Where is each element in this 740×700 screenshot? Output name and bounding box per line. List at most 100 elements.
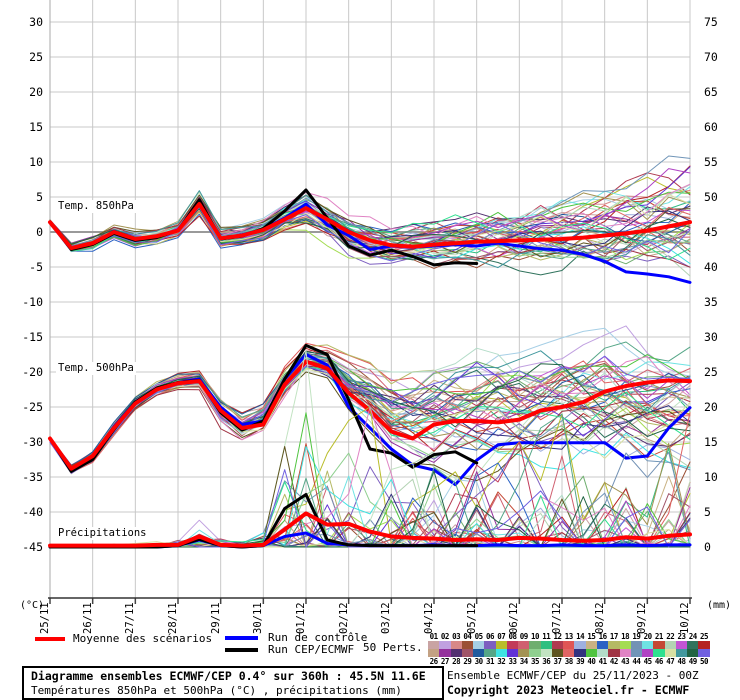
member-color-swatch	[428, 641, 440, 649]
left-axis-unit: (°C)	[20, 600, 45, 611]
member-number: 34	[519, 657, 529, 666]
member-color-swatch	[664, 641, 676, 649]
member-color-swatch	[585, 649, 597, 657]
member-number: 50	[699, 657, 709, 666]
member-color-swatch	[540, 641, 552, 649]
left-tick: 20	[29, 85, 43, 99]
date-tick: 30/11	[252, 602, 265, 634]
left-tick: 15	[29, 120, 43, 134]
member-number: 42	[609, 657, 619, 666]
member-number: 31	[485, 657, 495, 666]
legend-control-swatch	[225, 636, 258, 640]
date-tick: 27/11	[124, 602, 137, 634]
member-color-swatch	[608, 641, 620, 649]
left-tick: -5	[29, 260, 43, 274]
member-color-swatch	[630, 641, 643, 649]
run-info-block: Ensemble ECMWF/CEP du 25/11/2023 - 00Z C…	[447, 669, 699, 698]
member-color-swatch	[551, 641, 564, 649]
member-number: 07	[497, 632, 506, 641]
date-tick: 01/12	[295, 602, 307, 634]
band-label-precip: Précipitations	[56, 527, 149, 540]
member-color-swatch	[574, 641, 586, 649]
right-tick: 50	[704, 190, 718, 204]
member-number: 14	[576, 632, 585, 641]
left-tick: -10	[22, 295, 43, 309]
date-tick: 02/12	[337, 602, 350, 634]
member-color-swatch	[563, 649, 575, 657]
left-tick: 10	[29, 155, 43, 169]
left-tick: -45	[22, 540, 43, 554]
date-tick: 07/12	[551, 602, 563, 634]
member-number: 30	[474, 657, 484, 666]
member-color-swatch	[461, 641, 474, 649]
member-number: 46	[654, 657, 664, 666]
member-color-swatch	[450, 641, 462, 649]
left-tick: 0	[36, 225, 43, 239]
right-tick: 60	[704, 120, 718, 134]
member-number: 12	[553, 632, 563, 641]
member-number: 19	[632, 632, 641, 641]
member-color-swatch	[484, 641, 496, 649]
member-number: 02	[440, 632, 450, 641]
member-color-swatch	[619, 641, 631, 649]
member-color-swatch	[473, 641, 485, 649]
member-number: 22	[666, 632, 675, 641]
member-color-swatch	[664, 649, 676, 657]
member-color-swatch	[428, 649, 440, 657]
right-tick: 35	[704, 295, 718, 309]
member-number: 15	[587, 632, 596, 641]
member-number: 09	[519, 632, 529, 641]
left-tick: -25	[22, 400, 43, 414]
right-tick: 0	[704, 540, 711, 554]
member-color-swatch	[630, 649, 643, 657]
member-number: 40	[587, 657, 596, 666]
member-color-swatch	[551, 649, 564, 657]
right-tick: 10	[704, 470, 718, 484]
copyright: Copyright 2023 Meteociel.fr - ECMWF	[447, 683, 690, 697]
member-color-swatch	[653, 649, 665, 657]
date-tick: 04/12	[423, 602, 435, 634]
member-number: 24	[688, 632, 698, 641]
right-tick: 75	[704, 15, 718, 29]
left-tick: -15	[22, 330, 43, 344]
member-color-swatch	[608, 649, 620, 657]
member-number: 43	[621, 657, 630, 666]
member-number: 25	[699, 632, 709, 641]
right-tick: 65	[704, 85, 718, 99]
legend-cep-swatch	[225, 648, 258, 652]
chart-title-box: Diagramme ensembles ECMWF/CEP 0.4° sur 3…	[22, 666, 444, 700]
right-tick: 5	[704, 505, 711, 519]
band-label-t850: Temp. 850hPa	[56, 200, 136, 213]
member-color-swatch	[653, 641, 665, 649]
member-number: 27	[440, 657, 450, 666]
member-number: 36	[542, 657, 551, 666]
member-color-swatch	[518, 641, 530, 649]
right-tick: 20	[704, 400, 718, 414]
member-number: 32	[497, 657, 506, 666]
member-color-swatch	[698, 649, 710, 657]
member-color-swatch	[473, 649, 485, 657]
legend-cep-label: Run CEP/ECMWF	[268, 643, 355, 656]
member-number: 18	[621, 632, 630, 641]
member-number: 39	[576, 657, 585, 666]
member-number: 37	[553, 657, 563, 666]
left-tick: -40	[22, 505, 43, 519]
member-number: 05	[474, 632, 484, 641]
member-number: 41	[598, 657, 608, 666]
member-number: 49	[688, 657, 698, 666]
member-number: 48	[677, 657, 686, 666]
perturbation-color-key: 01 02 03 04 05 06 07 08 09 10 11 12 13 14 15 16 17 18 19 20…	[428, 632, 710, 666]
band-label-t500: Temp. 500hPa	[56, 362, 136, 375]
member-number: 20	[643, 632, 653, 641]
member-color-swatch	[642, 641, 654, 649]
right-tick: 15	[704, 435, 718, 449]
member-color-swatch	[642, 649, 654, 657]
member-color-swatch	[596, 641, 609, 649]
member-color-swatch	[439, 649, 451, 657]
member-color-swatch	[439, 641, 451, 649]
member-number: 38	[564, 657, 574, 666]
member-color-swatch	[529, 641, 541, 649]
member-color-swatch	[619, 649, 631, 657]
date-tick: 03/12	[380, 602, 393, 634]
member-number: 11	[542, 632, 551, 641]
